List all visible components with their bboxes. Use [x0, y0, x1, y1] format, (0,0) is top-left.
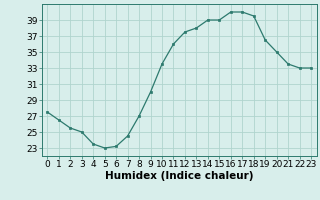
- X-axis label: Humidex (Indice chaleur): Humidex (Indice chaleur): [105, 171, 253, 181]
